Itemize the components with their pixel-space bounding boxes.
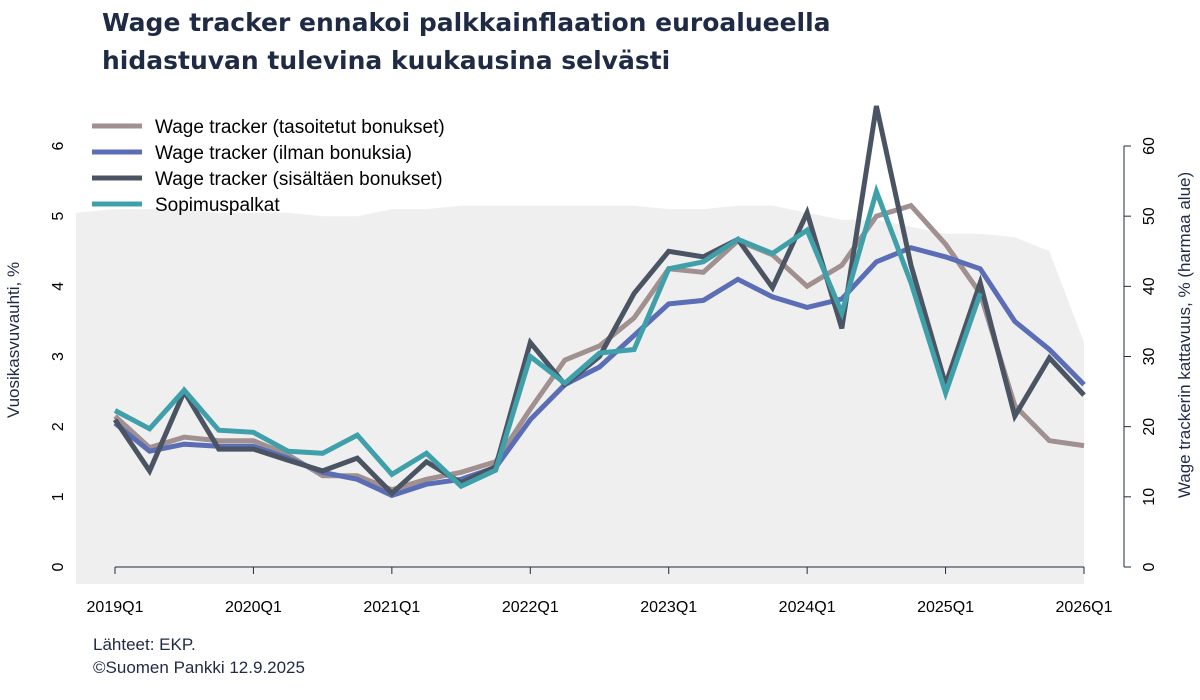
- right-y-tick-label: 30: [1141, 348, 1158, 366]
- x-tick-label: 2020Q1: [225, 599, 282, 616]
- x-tick-label: 2022Q1: [502, 599, 559, 616]
- right-y-tick-label: 10: [1141, 488, 1158, 506]
- x-tick-label: 2026Q1: [1056, 599, 1113, 616]
- chart-title-line-2: hidastuvan tulevina kuukausina selvästi: [102, 46, 671, 75]
- left-y-axis-title: Vuosikasvuvauhti, %: [4, 262, 23, 418]
- left-y-tick-label: 1: [50, 492, 67, 501]
- right-y-tick-label: 20: [1141, 418, 1158, 436]
- copyright-note: ©Suomen Pankki 12.9.2025: [93, 658, 305, 677]
- x-tick-label: 2023Q1: [640, 599, 697, 616]
- legend-label-sopimus: Sopimuspalkat: [155, 195, 280, 216]
- series-line-sopimus: [113, 183, 983, 490]
- left-y-tick-label: 2: [50, 422, 67, 431]
- legend-label-tasoitetut: Wage tracker (tasoitetut bonukset): [155, 117, 445, 138]
- right-y-tick-label: 0: [1141, 562, 1158, 571]
- x-tick-label: 2024Q1: [779, 599, 836, 616]
- left-y-tick-label: 6: [50, 141, 67, 150]
- left-y-tick-label: 3: [50, 352, 67, 361]
- legend-label-sisaltaen: Wage tracker (sisältäen bonukset): [155, 169, 443, 190]
- chart-title-line-1: Wage tracker ennakoi palkkainflaation eu…: [102, 8, 831, 37]
- series-line-sisaltaen: [112, 105, 1086, 497]
- x-tick-label: 2019Q1: [87, 599, 144, 616]
- right-y-tick-label: 60: [1141, 137, 1158, 155]
- left-y-tick-label: 4: [50, 282, 67, 291]
- x-tick-label: 2021Q1: [363, 599, 420, 616]
- left-y-tick-label: 5: [50, 212, 67, 221]
- chart-footer: Lähteet: EKP. ©Suomen Pankki 12.9.2025: [93, 633, 305, 679]
- chart-title: Wage tracker ennakoi palkkainflaation eu…: [102, 4, 1102, 80]
- legend-label-ilman: Wage tracker (ilman bonuksia): [155, 143, 412, 164]
- right-y-axis-title: Wage trackerin kattavuus, % (harmaa alue…: [1175, 172, 1194, 498]
- source-note: Lähteet: EKP.: [93, 635, 196, 654]
- x-tick-label: 2025Q1: [917, 599, 974, 616]
- series-line-tasoitetut: [113, 202, 1085, 493]
- right-y-tick-label: 40: [1141, 277, 1158, 295]
- left-y-tick-label: 0: [50, 562, 67, 571]
- coverage-area: [76, 205, 1084, 584]
- right-y-tick-label: 50: [1141, 207, 1158, 225]
